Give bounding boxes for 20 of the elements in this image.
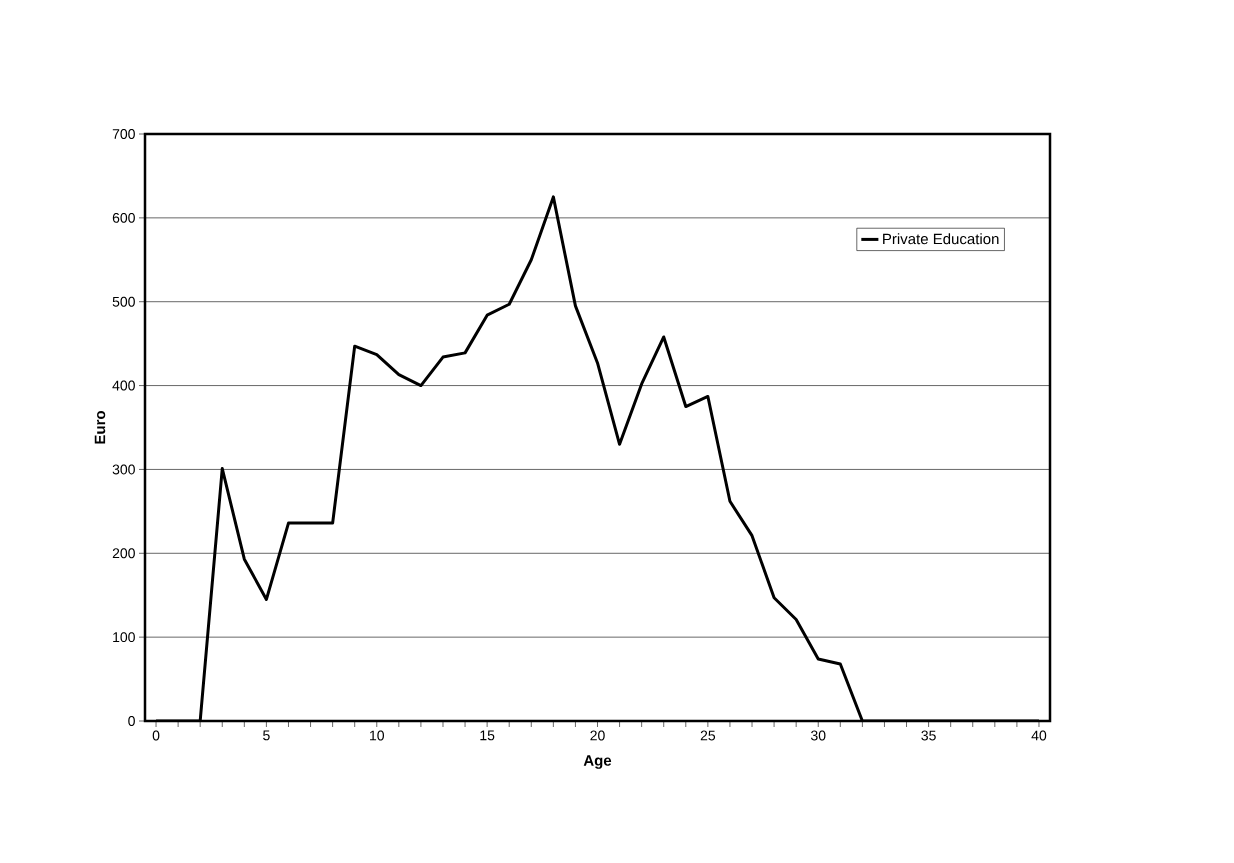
x-tick-label: 25 bbox=[700, 730, 716, 741]
x-tick-label: 15 bbox=[480, 730, 495, 741]
y-tick-label: 200 bbox=[112, 548, 135, 559]
x-tick-label: 30 bbox=[810, 730, 826, 741]
x-axis-title: Age bbox=[583, 755, 612, 769]
y-tick-label: 400 bbox=[112, 380, 135, 391]
y-tick-label: 100 bbox=[113, 632, 135, 643]
y-axis-title: Euro bbox=[94, 411, 106, 444]
x-tick-label: 35 bbox=[921, 730, 936, 741]
x-tick-label: 20 bbox=[590, 730, 605, 741]
x-tick-label: 40 bbox=[1031, 730, 1047, 741]
y-tick-label: 500 bbox=[112, 296, 135, 307]
y-tick-label: 700 bbox=[112, 129, 135, 139]
legend-label: Private Education bbox=[883, 233, 999, 245]
x-tick-label: 0 bbox=[152, 730, 160, 741]
x-tick-label: 5 bbox=[263, 730, 270, 741]
y-tick-label: 600 bbox=[112, 212, 135, 223]
x-tick-label: 10 bbox=[370, 730, 385, 741]
y-tick-label: 0 bbox=[128, 716, 135, 726]
y-tick-label: 300 bbox=[112, 464, 135, 475]
